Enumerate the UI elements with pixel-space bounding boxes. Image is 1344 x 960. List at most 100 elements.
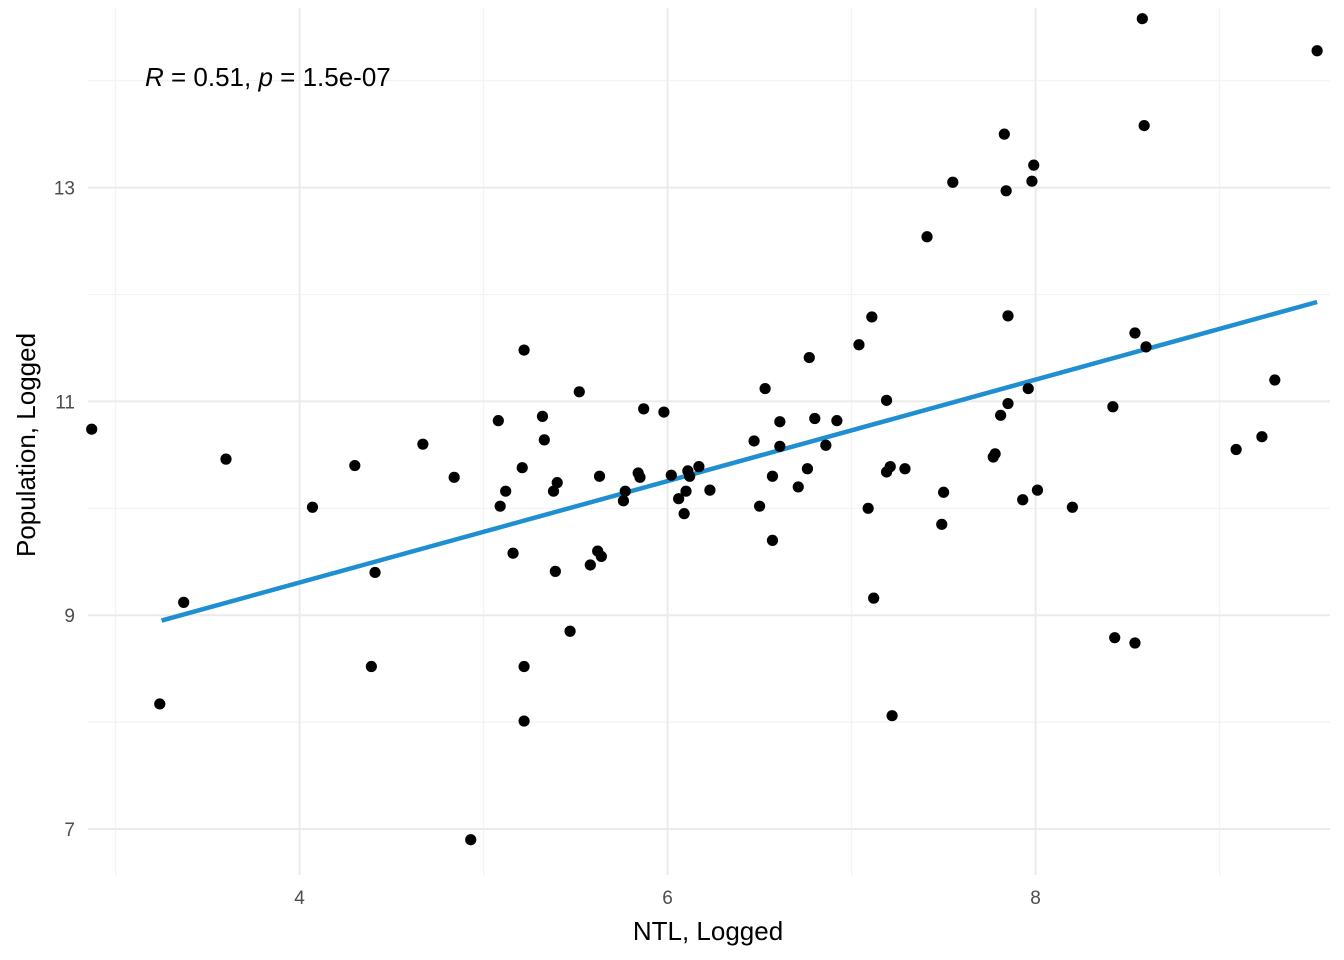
data-point bbox=[551, 477, 563, 489]
data-point bbox=[884, 461, 896, 473]
data-point bbox=[680, 485, 692, 497]
data-point bbox=[518, 715, 530, 727]
data-point bbox=[766, 534, 779, 546]
data-point bbox=[831, 415, 843, 427]
data-point bbox=[494, 500, 506, 512]
data-point bbox=[1140, 341, 1152, 353]
x-tick-label: 4 bbox=[294, 888, 305, 909]
data-point bbox=[500, 485, 512, 497]
data-point bbox=[518, 660, 530, 673]
data-point bbox=[220, 453, 232, 465]
data-point bbox=[1017, 494, 1029, 506]
p-value: = 1.5e-07 bbox=[273, 62, 391, 92]
data-point bbox=[803, 351, 815, 364]
data-point bbox=[862, 502, 874, 514]
data-point bbox=[365, 660, 377, 673]
data-point bbox=[947, 176, 959, 188]
data-point bbox=[704, 484, 716, 496]
data-point bbox=[536, 410, 549, 422]
data-point bbox=[178, 596, 190, 608]
data-point bbox=[1311, 45, 1323, 57]
data-point bbox=[1002, 310, 1014, 322]
data-point bbox=[1066, 501, 1078, 513]
data-point bbox=[1136, 13, 1148, 25]
data-point bbox=[1129, 327, 1141, 339]
data-point bbox=[507, 547, 519, 559]
data-point bbox=[1031, 484, 1044, 496]
data-point bbox=[820, 439, 832, 451]
data-point bbox=[595, 550, 607, 563]
data-point bbox=[754, 500, 766, 512]
data-point bbox=[465, 834, 477, 846]
data-point bbox=[866, 311, 878, 323]
data-point bbox=[1230, 443, 1242, 456]
data-point bbox=[1002, 397, 1014, 410]
correlation-annotation: R = 0.51, p = 1.5e-07 bbox=[145, 62, 391, 92]
data-point bbox=[989, 448, 1001, 460]
data-point bbox=[766, 470, 779, 482]
data-point bbox=[938, 486, 950, 498]
data-point bbox=[748, 435, 760, 447]
data-point bbox=[880, 394, 893, 406]
data-point bbox=[809, 412, 821, 425]
data-point bbox=[1107, 401, 1119, 413]
data-point bbox=[673, 493, 685, 505]
data-point bbox=[658, 406, 670, 418]
data-point bbox=[759, 382, 771, 395]
data-point bbox=[617, 495, 630, 507]
data-point bbox=[665, 469, 677, 481]
r-symbol: R bbox=[145, 62, 164, 92]
data-point bbox=[868, 592, 880, 604]
data-point bbox=[678, 508, 690, 520]
data-point bbox=[584, 559, 596, 571]
data-point bbox=[518, 344, 530, 356]
data-point bbox=[516, 462, 528, 474]
data-point bbox=[1000, 185, 1012, 197]
data-point bbox=[448, 471, 460, 483]
data-point bbox=[549, 565, 561, 577]
data-point bbox=[417, 438, 429, 450]
data-point bbox=[538, 434, 550, 446]
data-point bbox=[564, 625, 576, 637]
r-value: = 0.51, bbox=[164, 62, 259, 92]
data-point bbox=[1026, 175, 1038, 187]
data-point bbox=[1256, 431, 1268, 443]
y-tick-label: 7 bbox=[64, 820, 75, 841]
x-tick-label: 8 bbox=[1030, 888, 1041, 909]
p-symbol: p bbox=[257, 62, 272, 92]
data-point bbox=[1269, 374, 1281, 386]
data-point bbox=[995, 409, 1007, 421]
data-point bbox=[1028, 159, 1040, 171]
data-point bbox=[369, 566, 381, 579]
y-axis-title: Population, Logged bbox=[11, 333, 41, 557]
data-point bbox=[774, 440, 786, 452]
data-point bbox=[792, 481, 804, 493]
y-tick-label: 9 bbox=[64, 606, 75, 627]
y-tick-label: 13 bbox=[54, 179, 75, 200]
data-point bbox=[86, 423, 98, 435]
data-point bbox=[619, 485, 631, 497]
data-point bbox=[921, 231, 933, 243]
data-point bbox=[349, 459, 361, 472]
data-point bbox=[886, 710, 898, 722]
data-point bbox=[593, 470, 606, 482]
gridlines bbox=[88, 8, 1330, 875]
regression-line bbox=[161, 299, 1318, 623]
data-point bbox=[1129, 637, 1141, 649]
data-point bbox=[936, 518, 948, 530]
tick-labels: 4 6 8 7 9 11 13 bbox=[54, 179, 1041, 909]
data-point bbox=[1022, 382, 1034, 395]
data-point bbox=[306, 501, 319, 513]
y-tick-label: 11 bbox=[55, 392, 75, 413]
data-point bbox=[774, 416, 786, 428]
regression-line-group bbox=[161, 299, 1318, 623]
data-point bbox=[801, 463, 814, 475]
data-points bbox=[86, 13, 1323, 846]
data-point bbox=[1138, 119, 1150, 132]
data-point bbox=[547, 485, 560, 497]
x-axis-title: NTL, Logged bbox=[633, 916, 783, 946]
data-point bbox=[693, 461, 705, 473]
data-point bbox=[684, 470, 696, 482]
x-tick-label: 6 bbox=[662, 888, 673, 909]
